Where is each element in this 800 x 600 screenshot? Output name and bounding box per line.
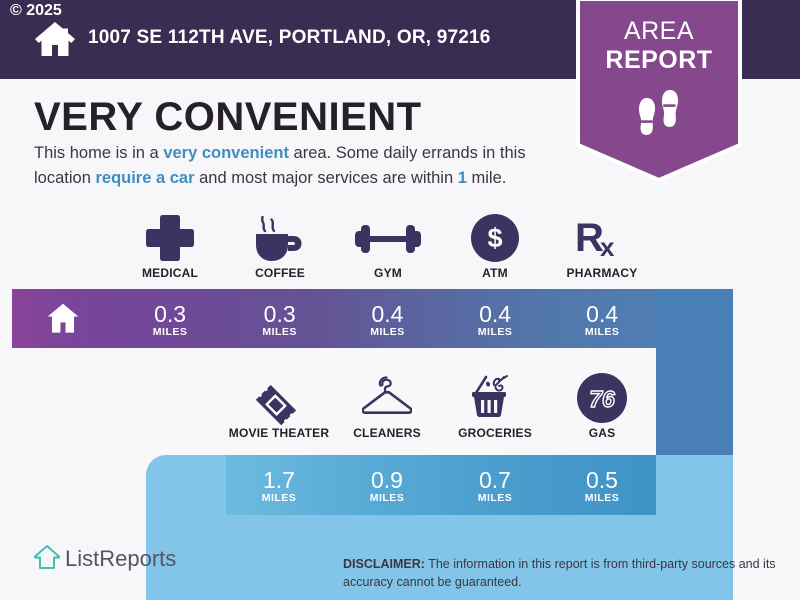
svg-text:x: x bbox=[600, 232, 615, 262]
svg-text:$: $ bbox=[487, 223, 502, 253]
svg-text:76: 76 bbox=[589, 386, 615, 412]
